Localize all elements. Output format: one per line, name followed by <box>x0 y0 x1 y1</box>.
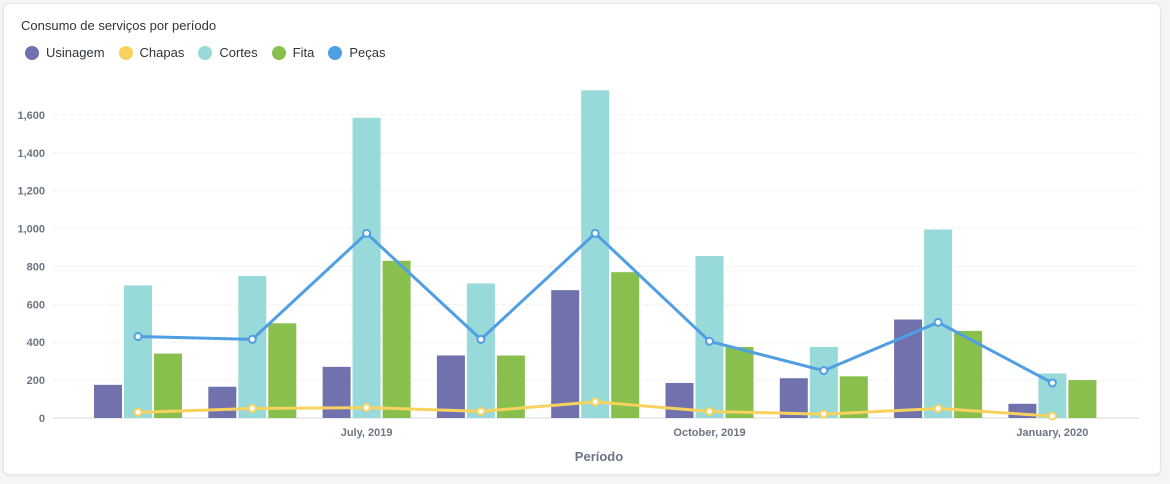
bar-usinagem <box>94 384 122 418</box>
x-tick-label: July, 2019 <box>341 427 393 439</box>
y-tick-label: 800 <box>27 261 45 273</box>
legend-label-fita: Fita <box>292 45 315 60</box>
bar-fita <box>382 260 411 418</box>
bar-fita <box>954 330 983 418</box>
legend-item-chapas[interactable]: Chapas <box>118 45 185 60</box>
bar-usinagem <box>208 386 237 418</box>
chart-title: Consumo de serviços por período <box>21 18 217 33</box>
legend-item-pecas[interactable]: Peças <box>328 45 385 60</box>
legend-label-chapas: Chapas <box>139 45 185 60</box>
point-pecas <box>1047 378 1057 388</box>
x-tick-label: October, 2019 <box>673 427 745 439</box>
point-pecas <box>362 228 372 238</box>
point-chapas <box>476 406 486 416</box>
legend-swatch-chapas <box>118 45 133 60</box>
legend-item-fita[interactable]: Fita <box>271 45 315 60</box>
legend-item-usinagem[interactable]: Usinagem <box>25 45 105 60</box>
y-tick-label: 1,600 <box>17 110 45 122</box>
legend-label-cortes: Cortes <box>219 45 258 60</box>
point-chapas <box>933 404 943 414</box>
point-chapas <box>705 406 714 416</box>
legend-swatch-usinagem <box>25 45 39 60</box>
point-chapas <box>133 407 143 417</box>
point-chapas <box>1047 411 1057 421</box>
bar-fita <box>268 323 297 418</box>
bar-fita <box>1068 380 1097 418</box>
legend-swatch-fita <box>271 45 286 60</box>
legend-item-cortes[interactable]: Cortes <box>198 45 258 60</box>
point-pecas <box>590 228 600 238</box>
point-pecas <box>476 334 486 344</box>
x-tick-label: January, 2020 <box>1016 427 1088 439</box>
legend-label-usinagem: Usinagem <box>46 45 105 60</box>
x-axis-label: Período <box>575 449 623 464</box>
y-tick-label: 1,400 <box>17 148 45 160</box>
bar-fita <box>611 272 640 418</box>
y-tick-label: 1,000 <box>17 224 45 236</box>
y-tick-label: 600 <box>27 299 45 311</box>
point-pecas <box>247 334 257 344</box>
point-pecas <box>933 317 943 327</box>
bar-usinagem <box>322 366 351 418</box>
bar-cortes <box>124 285 152 418</box>
bar-cortes <box>466 283 495 418</box>
bar-cortes <box>809 346 838 418</box>
y-tick-label: 0 <box>39 413 45 425</box>
bar-fita <box>154 353 182 418</box>
bar-cortes <box>581 90 610 418</box>
bar-cortes <box>238 275 267 418</box>
bar-cortes <box>352 117 381 419</box>
point-chapas <box>590 397 600 407</box>
y-tick-label: 1,200 <box>17 186 45 198</box>
y-tick-label: 200 <box>27 375 45 387</box>
legend-swatch-pecas <box>328 45 343 60</box>
point-chapas <box>819 409 829 419</box>
bar-usinagem <box>779 378 808 418</box>
point-pecas <box>705 336 714 346</box>
legend: Usinagem Chapas Cortes Fita Peças <box>25 45 385 60</box>
bar-usinagem <box>551 290 580 418</box>
legend-swatch-cortes <box>198 45 213 60</box>
y-tick-label: 400 <box>27 337 45 349</box>
legend-label-pecas: Peças <box>349 45 386 60</box>
bar-usinagem <box>665 382 694 418</box>
point-pecas <box>819 366 829 376</box>
point-chapas <box>247 404 257 414</box>
bar-usinagem <box>436 355 465 418</box>
point-chapas <box>362 403 372 413</box>
bar-fita <box>725 346 754 418</box>
point-pecas <box>133 332 143 342</box>
